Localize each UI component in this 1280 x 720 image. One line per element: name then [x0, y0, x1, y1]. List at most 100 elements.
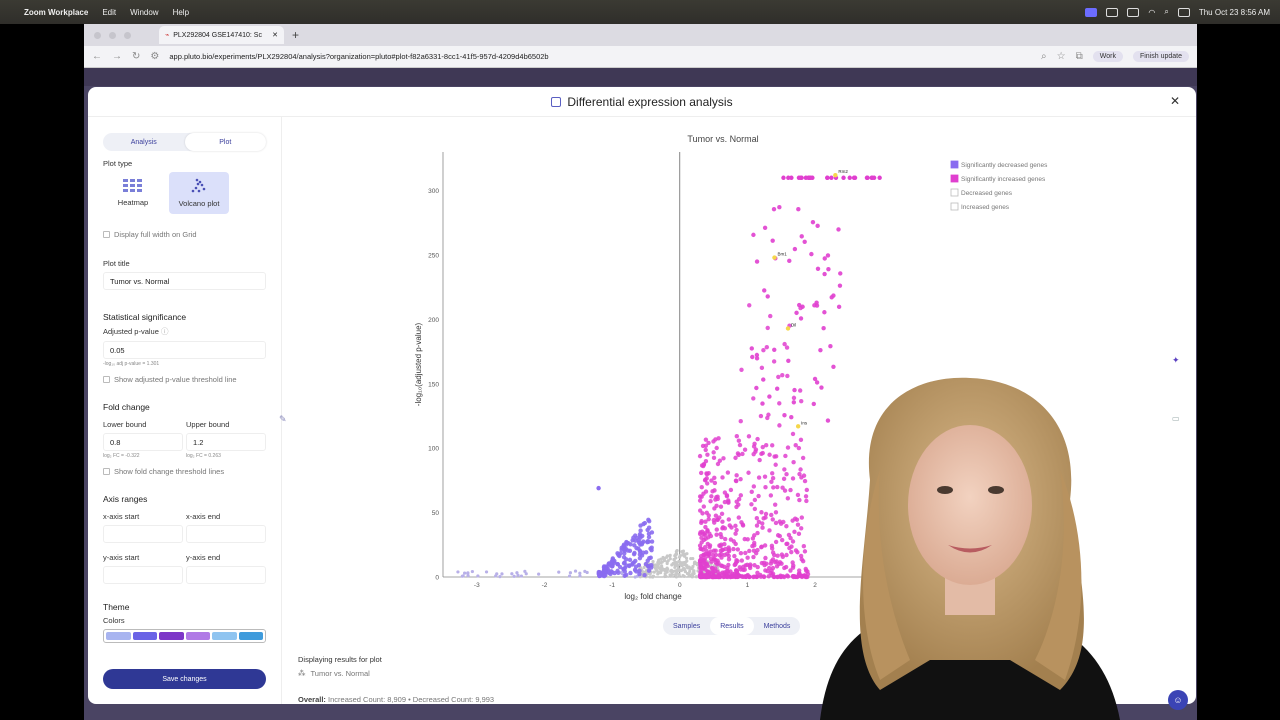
battery-icon[interactable]	[1127, 7, 1140, 17]
x-start-input[interactable]	[103, 525, 183, 543]
full-width-checkbox[interactable]: Display full width on Grid	[103, 230, 266, 239]
y-end-input[interactable]	[186, 566, 266, 584]
menu-edit[interactable]: Edit	[102, 7, 117, 17]
point-increased	[708, 498, 713, 504]
tab-plot[interactable]: Plot	[184, 133, 266, 151]
point-increased	[758, 413, 764, 419]
point-increased	[798, 553, 804, 559]
point-ns	[694, 575, 698, 579]
browser-tab[interactable]: ⌁ PLX292804 GSE147410: Sc ✕	[159, 26, 284, 44]
point-ns-left	[585, 570, 589, 575]
zoom-icon[interactable]: ⌕	[1041, 51, 1047, 62]
tab-results[interactable]: Results	[710, 617, 754, 635]
results-tabs: Samples Results Methods	[663, 617, 801, 635]
wifi-icon[interactable]: ◠	[1148, 7, 1156, 17]
point-increased	[803, 494, 809, 499]
minimize-window-button[interactable]	[109, 31, 116, 39]
tab-analysis[interactable]: Analysis	[130, 138, 157, 146]
reload-icon[interactable]: ↻	[132, 51, 141, 62]
forward-icon[interactable]: →	[112, 51, 122, 62]
point-increased	[702, 478, 708, 483]
point-increased	[784, 524, 789, 529]
point-increased	[738, 567, 743, 572]
color-palette-select[interactable]	[103, 629, 266, 643]
tab-close-icon[interactable]: ✕	[272, 32, 278, 39]
point-increased	[746, 470, 751, 475]
chat-icon[interactable]: ☺	[1168, 690, 1188, 710]
point-increased	[798, 316, 804, 321]
menu-window[interactable]: Window	[130, 7, 159, 17]
plot-title-input[interactable]: Tumor vs. Normal	[103, 272, 266, 290]
point-increased	[805, 569, 810, 574]
point-decreased	[649, 539, 655, 544]
status-icon[interactable]	[1106, 7, 1119, 17]
point-increased	[804, 498, 809, 504]
point-increased	[775, 553, 780, 558]
point-decreased	[645, 564, 651, 569]
sparkle-icon[interactable]: ✦	[1172, 355, 1180, 365]
point-increased	[733, 560, 739, 565]
bookmark-star-icon[interactable]: ☆	[1056, 51, 1066, 62]
point-increased	[851, 175, 857, 180]
point-decreased	[622, 548, 627, 553]
x-end-input[interactable]	[186, 525, 266, 543]
fc-threshold-checkbox[interactable]: Show fold change threshold lines	[103, 467, 266, 476]
point-increased	[706, 516, 711, 522]
legend-label: Significantly decreased genes	[961, 162, 1048, 169]
screen-share-icon[interactable]	[1085, 7, 1098, 17]
highlight-point	[772, 255, 777, 260]
zoom-window-button[interactable]	[124, 31, 131, 39]
adj-p-input[interactable]: 0.05	[103, 341, 266, 359]
plot-type-heatmap-label: Heatmap	[117, 198, 149, 207]
close-icon[interactable]: ✕	[1169, 94, 1180, 108]
search-icon[interactable]: ⌕	[1164, 7, 1169, 16]
plot-type-volcano[interactable]: Volcano plot	[169, 172, 229, 214]
finish-update-button[interactable]: Finish update	[1132, 51, 1189, 62]
point-increased	[795, 492, 801, 498]
edit-pencil-icon[interactable]: ✎	[279, 414, 287, 424]
plot-type-heatmap[interactable]: Heatmap	[103, 172, 163, 214]
point-ns-left	[512, 574, 516, 578]
point-increased	[728, 537, 734, 542]
point-increased	[810, 175, 815, 180]
point-increased	[709, 565, 715, 571]
point-increased	[736, 452, 741, 458]
y-start-input[interactable]	[103, 566, 183, 584]
clock[interactable]: Thu Oct 23 8:56 AM	[1198, 7, 1270, 17]
url-field[interactable]: app.pluto.bio/experiments/PLX292804/anal…	[169, 52, 549, 61]
p-threshold-checkbox[interactable]: Show adjusted p-value threshold line	[103, 375, 266, 384]
point-increased	[736, 502, 741, 507]
gene-label: Rm2	[838, 169, 848, 174]
axis-ranges-heading: Axis ranges	[103, 494, 148, 504]
profile-pill[interactable]: Work	[1092, 51, 1123, 62]
point-increased	[732, 553, 737, 559]
upper-bound-input[interactable]: 1.2	[186, 433, 266, 451]
point-ns	[657, 558, 661, 562]
color-swatch-5	[238, 632, 263, 640]
save-changes-button[interactable]: Save changes	[103, 669, 266, 689]
extensions-icon[interactable]: ⧉	[1075, 51, 1083, 62]
point-ns	[681, 574, 685, 578]
close-window-button[interactable]	[94, 31, 101, 39]
app-name[interactable]: Zoom Workplace	[24, 7, 89, 17]
point-increased	[725, 573, 730, 578]
tab-samples[interactable]: Samples	[673, 622, 701, 630]
info-icon[interactable]: ⓘ	[160, 327, 169, 336]
point-increased	[812, 303, 817, 308]
point-increased	[704, 481, 710, 486]
point-ns-left	[568, 571, 573, 575]
point-increased	[698, 470, 704, 476]
control-center-icon[interactable]	[1177, 7, 1190, 17]
point-increased	[789, 175, 794, 180]
menu-help[interactable]: Help	[172, 7, 190, 17]
new-tab-icon[interactable]: +	[292, 28, 300, 42]
point-decreased	[622, 573, 627, 579]
point-increased	[720, 475, 725, 480]
lower-bound-input[interactable]: 0.8	[103, 433, 183, 451]
y-tick-label: 50	[432, 510, 440, 517]
back-icon[interactable]: ←	[92, 51, 102, 62]
legend-swatch	[950, 202, 959, 211]
site-info-icon[interactable]: ⚙	[150, 51, 160, 62]
tab-methods[interactable]: Methods	[763, 622, 791, 630]
comment-icon[interactable]: ▭	[1172, 414, 1180, 423]
